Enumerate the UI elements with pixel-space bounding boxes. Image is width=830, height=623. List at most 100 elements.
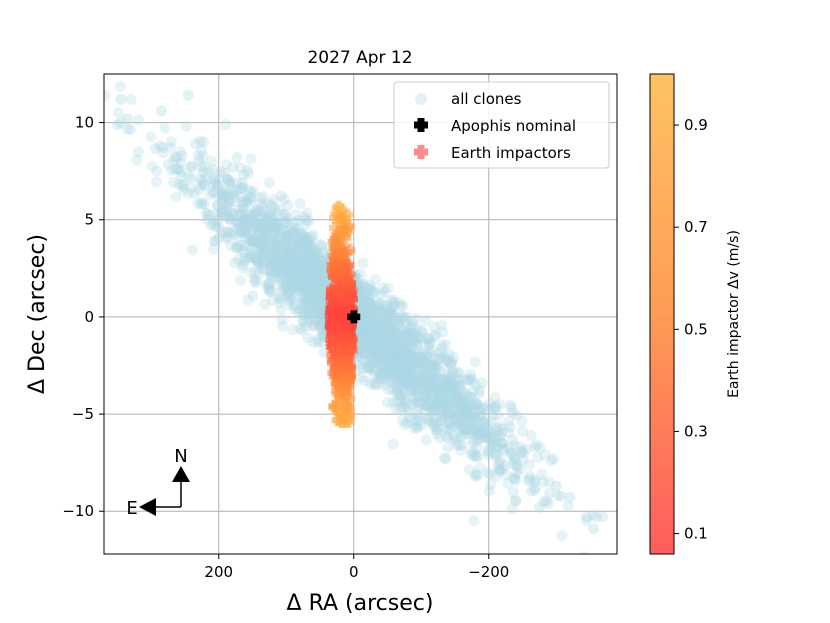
clone-point: [302, 257, 314, 269]
clone-point: [246, 218, 258, 230]
clone-point: [269, 227, 281, 239]
clone-point: [380, 353, 392, 365]
clone-point: [412, 337, 423, 349]
clone-point: [315, 265, 327, 277]
clone-point: [198, 136, 209, 148]
clone-point: [394, 362, 406, 374]
clone-point: [516, 415, 528, 427]
clone-point: [270, 249, 282, 261]
clone-point: [236, 226, 248, 238]
clone-point: [237, 258, 249, 270]
clone-point: [375, 344, 387, 356]
clone-point: [372, 339, 384, 351]
clone-point: [302, 238, 314, 250]
clone-point: [403, 352, 415, 364]
clone-point: [171, 152, 183, 164]
clone-point: [308, 304, 319, 315]
clone-point: [430, 423, 442, 435]
clone-point: [381, 312, 393, 324]
clone-point: [215, 166, 227, 178]
clone-point: [441, 394, 452, 406]
clone-point: [154, 140, 166, 152]
clone-point: [283, 287, 295, 299]
clone-point: [408, 363, 420, 375]
clone-point: [370, 301, 382, 313]
clone-point: [421, 399, 433, 411]
clone-point: [381, 353, 392, 365]
clone-point: [442, 395, 454, 407]
clone-point: [213, 191, 225, 203]
clone-point: [440, 339, 452, 351]
clone-point: [369, 348, 381, 360]
clone-point: [411, 396, 423, 408]
clone-point: [271, 268, 283, 280]
clone-point: [418, 357, 430, 368]
clone-point: [442, 441, 454, 453]
clone-point: [269, 224, 281, 236]
clone-point: [475, 427, 486, 439]
clone-point: [277, 243, 289, 255]
clone-point: [360, 321, 372, 333]
clone-point: [263, 249, 275, 261]
clone-point: [303, 285, 315, 297]
clone-point: [312, 301, 324, 313]
clone-point: [278, 282, 290, 294]
clone-point: [176, 150, 188, 162]
clone-point: [264, 254, 276, 266]
clone-point: [305, 251, 317, 263]
clone-point: [401, 342, 413, 354]
clone-point: [247, 225, 259, 237]
clone-point: [455, 381, 467, 393]
clone-point: [297, 278, 309, 290]
clone-point: [303, 263, 315, 275]
clone-point: [379, 330, 391, 342]
clone-point: [314, 294, 326, 306]
clone-point: [363, 295, 375, 307]
clone-point: [494, 431, 506, 443]
clone-point: [225, 227, 237, 239]
clone-point: [165, 141, 177, 153]
clone-point: [286, 283, 298, 295]
clone-point: [216, 194, 228, 206]
clone-point: [489, 431, 501, 443]
clone-point: [406, 373, 418, 385]
clone-point: [151, 176, 163, 188]
clone-point: [391, 375, 403, 387]
clone-point: [396, 353, 408, 365]
clone-point: [476, 377, 488, 389]
clone-point: [507, 407, 519, 419]
clone-point: [430, 360, 441, 372]
clone-point: [283, 285, 295, 297]
clone-point: [297, 324, 308, 335]
clone-point: [310, 253, 322, 264]
clone-point: [388, 364, 399, 375]
clone-point: [246, 209, 258, 221]
clone-point: [316, 329, 328, 341]
clone-point: [295, 268, 307, 280]
clone-point: [372, 348, 384, 360]
clone-point: [422, 362, 434, 374]
clone-point: [481, 419, 493, 431]
clone-point: [298, 267, 310, 279]
clone-point: [275, 260, 287, 272]
clone-point: [361, 282, 373, 294]
clone-point: [493, 457, 505, 469]
clone-point: [389, 341, 401, 353]
clone-point: [363, 321, 375, 333]
clone-point: [282, 250, 294, 262]
clone-point: [256, 234, 268, 246]
clone-point: [246, 235, 258, 247]
clone-point: [227, 207, 239, 219]
clone-point: [312, 276, 324, 288]
clone-point: [399, 392, 411, 404]
clone-point: [372, 342, 384, 353]
clone-point: [271, 279, 283, 291]
clone-point: [299, 273, 311, 284]
clone-point: [233, 217, 245, 229]
clone-point: [471, 422, 483, 434]
clone-point: [406, 320, 418, 332]
clone-point: [236, 191, 247, 203]
clone-point: [426, 387, 438, 398]
clone-point: [417, 384, 429, 396]
clone-point: [366, 322, 378, 333]
